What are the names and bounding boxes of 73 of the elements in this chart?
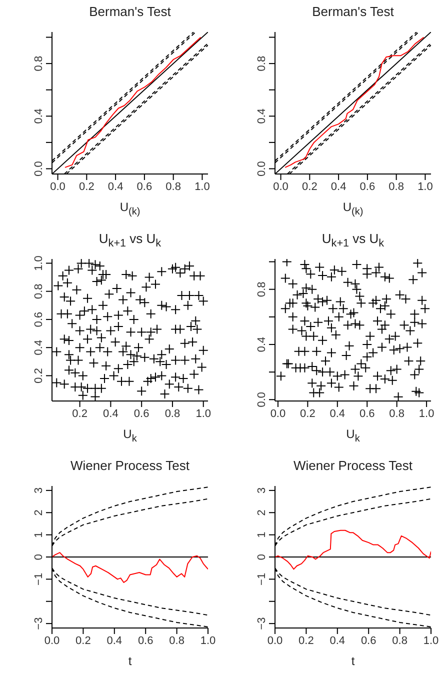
x-tick-label: 0.0 bbox=[273, 180, 288, 193]
y-tick-label: 0.4 bbox=[256, 336, 268, 352]
x-tick-label: 0.4 bbox=[106, 634, 122, 647]
x-tick-label: 1.0 bbox=[418, 180, 433, 193]
chart-title: U$_{k+1}$ vs U$_{k}$ bbox=[320, 231, 386, 250]
y-tick-label: 2 bbox=[33, 510, 45, 516]
y-tick-label: 0 bbox=[256, 554, 268, 560]
y-tick-label: −3 bbox=[33, 617, 45, 630]
x-tick-label: 0.6 bbox=[360, 634, 376, 647]
y-tick-label: 0.8 bbox=[256, 56, 268, 72]
x-tick-label: 0.0 bbox=[267, 634, 283, 647]
x-tick-label: 1.0 bbox=[200, 634, 216, 647]
x-tick-label: 0.8 bbox=[388, 180, 404, 193]
y-tick-label: 0 bbox=[33, 554, 45, 560]
y-tick-label: 0.6 bbox=[33, 312, 45, 328]
y-tick-label: 3 bbox=[33, 487, 45, 494]
x-tick-label: 0.4 bbox=[108, 180, 124, 193]
y-tick-label: 0.8 bbox=[256, 282, 268, 297]
x-tick-label: 0.4 bbox=[103, 408, 118, 420]
x-axis-title: t bbox=[127, 654, 133, 668]
x-axis-title: t bbox=[350, 654, 356, 668]
y-tick-label: 1 bbox=[33, 532, 45, 538]
chart-title: Berman's Test bbox=[311, 4, 395, 19]
x-tick-label: 1.0 bbox=[196, 408, 212, 420]
x-tick-label: 0.4 bbox=[330, 634, 346, 647]
x-tick-label: 0.8 bbox=[169, 634, 184, 647]
chart-title: Wiener Process Test bbox=[70, 458, 190, 473]
y-tick-label: 0.4 bbox=[33, 340, 45, 356]
y-tick-label: −1 bbox=[256, 572, 268, 586]
x-tick-label: 1.0 bbox=[423, 634, 439, 647]
chart-title: U$_{k+1}$ vs U$_{k}$ bbox=[98, 231, 162, 250]
x-tick-label: 0.4 bbox=[330, 180, 346, 193]
x-axis-title: U$_{(k)}$ bbox=[342, 200, 364, 218]
x-tick-label: 1.0 bbox=[418, 408, 434, 420]
x-tick-label: 0.6 bbox=[136, 180, 152, 193]
x-axis-title: U$_{k}$ bbox=[345, 427, 361, 444]
y-tick-label: 0.2 bbox=[33, 368, 45, 384]
y-tick-label: 3 bbox=[256, 487, 268, 494]
y-tick-label: 0.8 bbox=[33, 56, 45, 72]
y-tick-label: 0.0 bbox=[256, 161, 268, 176]
x-tick-label: 0.8 bbox=[392, 634, 408, 647]
x-tick-label: 0.8 bbox=[164, 408, 180, 420]
x-tick-label: 0.2 bbox=[298, 634, 314, 647]
x-tick-label: 0.2 bbox=[302, 180, 318, 193]
y-tick-label: 0.4 bbox=[256, 108, 268, 124]
y-tick-label: 0.8 bbox=[33, 284, 45, 299]
x-tick-label: 0.6 bbox=[360, 180, 376, 193]
x-tick-label: 0.4 bbox=[330, 408, 346, 420]
y-tick-label: 1.0 bbox=[33, 256, 45, 271]
y-tick-label: 1 bbox=[256, 532, 268, 538]
x-tick-label: 0.8 bbox=[166, 180, 181, 193]
chart-title: Wiener Process Test bbox=[292, 458, 414, 473]
x-tick-label: 0.6 bbox=[359, 408, 375, 420]
x-tick-label: 0.2 bbox=[300, 408, 316, 420]
x-tick-label: 0.2 bbox=[76, 634, 91, 647]
y-tick-label: 0.4 bbox=[33, 108, 45, 124]
y-tick-label: 0.0 bbox=[33, 161, 45, 176]
x-tick-label: 0.2 bbox=[79, 180, 94, 193]
x-tick-label: 0.2 bbox=[72, 408, 88, 420]
x-tick-label: 0.8 bbox=[389, 408, 404, 420]
x-tick-label: 0.0 bbox=[270, 408, 286, 420]
y-tick-label: −1 bbox=[33, 572, 45, 586]
y-tick-label: 0.0 bbox=[256, 392, 268, 408]
chart-title: Berman's Test bbox=[88, 4, 172, 19]
x-axis-title: U$_{k}$ bbox=[122, 427, 138, 444]
y-tick-label: −3 bbox=[256, 617, 268, 630]
x-tick-label: 0.6 bbox=[134, 408, 150, 420]
x-axis-title: U$_{(k)}$ bbox=[118, 200, 142, 218]
x-tick-label: 1.0 bbox=[194, 180, 210, 193]
x-tick-label: 0.0 bbox=[44, 634, 60, 647]
x-tick-label: 0.0 bbox=[50, 180, 66, 193]
y-tick-label: 2 bbox=[256, 510, 268, 516]
x-tick-label: 0.6 bbox=[138, 634, 154, 647]
